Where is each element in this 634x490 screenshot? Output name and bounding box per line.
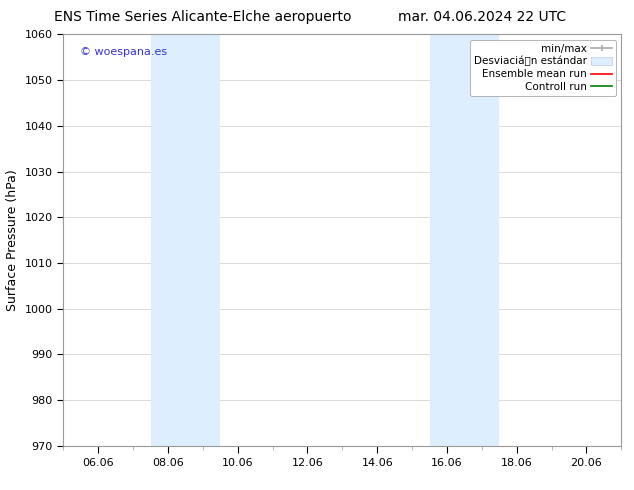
- Legend: min/max, Desviaciá	n estándar, Ensemble mean run, Controll run: min/max, Desviaciá n estándar, Ensemble …: [470, 40, 616, 96]
- Bar: [150, 34, 221, 446]
- Bar: [430, 34, 500, 446]
- Text: © woespana.es: © woespana.es: [80, 47, 167, 57]
- Text: ENS Time Series Alicante-Elche aeropuerto: ENS Time Series Alicante-Elche aeropuert…: [54, 10, 352, 24]
- Text: mar. 04.06.2024 22 UTC: mar. 04.06.2024 22 UTC: [398, 10, 566, 24]
- Y-axis label: Surface Pressure (hPa): Surface Pressure (hPa): [6, 169, 19, 311]
